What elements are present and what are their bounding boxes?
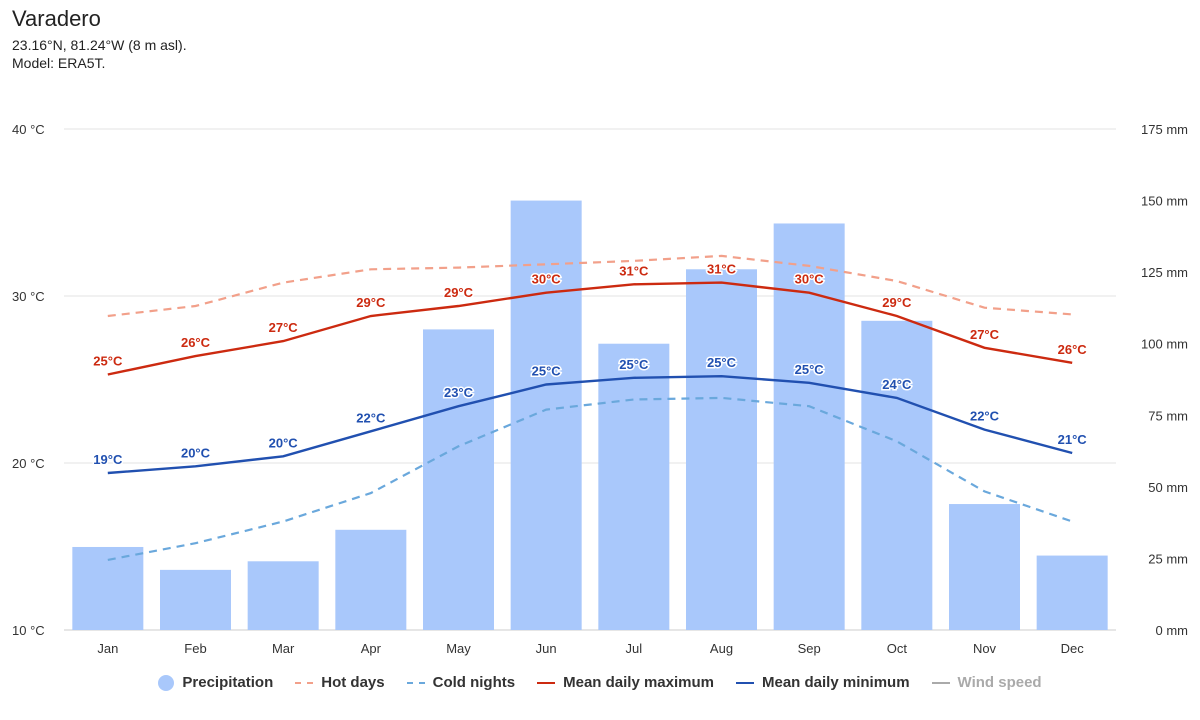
cold-nights-line	[107, 396, 1073, 561]
y-right-tick-label: 150 mm	[1141, 194, 1188, 209]
y-right-tick-label: 175 mm	[1141, 122, 1188, 137]
min-temp-label: 20°C	[269, 435, 299, 450]
min-temp-label: 20°C	[181, 445, 211, 460]
x-tick-label: Feb	[184, 641, 206, 656]
min-temp-label: 22°C	[970, 409, 1000, 424]
precipitation-bar[interactable]	[861, 320, 933, 630]
legend-item-precipitation[interactable]: Precipitation	[158, 674, 273, 691]
max-temp-label: 27°C	[970, 327, 1000, 342]
y-right-tick-label: 100 mm	[1141, 337, 1188, 352]
precipitation-bar[interactable]	[686, 269, 757, 630]
legend-item-hot-days[interactable]: Hot days	[295, 674, 385, 691]
legend-label: Mean daily minimum	[762, 674, 910, 691]
precipitation-bars[interactable]	[72, 200, 1108, 631]
x-tick-label: Apr	[361, 641, 382, 656]
max-temp-label: 30°C	[795, 272, 825, 287]
max-temp-label: 29°C	[882, 295, 912, 310]
legend-label: Mean daily maximum	[563, 674, 714, 691]
max-temp-label: 31°C	[619, 263, 649, 278]
x-tick-label: Jun	[536, 641, 557, 656]
hot-days-line	[107, 254, 1073, 318]
legend-swatch	[931, 681, 950, 684]
legend-item-mean-daily-maximum[interactable]: Mean daily maximum	[537, 674, 714, 691]
max-temp-label: 31°C	[707, 262, 737, 277]
temperature-lines	[107, 254, 1073, 561]
precipitation-bar[interactable]	[160, 569, 231, 630]
legend-item-wind-speed[interactable]: Wind speed	[931, 674, 1042, 691]
max-temp-label: 26°C	[1058, 342, 1088, 357]
max-temp-label: 27°C	[269, 320, 299, 335]
x-tick-label: Nov	[973, 641, 997, 656]
precipitation-bar[interactable]	[1036, 555, 1108, 630]
y-left-tick-label: 10 °C	[12, 623, 45, 638]
y-right-tick-label: 75 mm	[1148, 408, 1188, 423]
min-temp-label: 25°C	[707, 355, 737, 370]
y-left-tick-label: 40 °C	[12, 122, 45, 137]
precipitation-bar[interactable]	[773, 223, 845, 630]
x-tick-label: Jan	[97, 641, 118, 656]
max-temp-label: 30°C	[532, 272, 562, 287]
legend-item-mean-daily-minimum[interactable]: Mean daily minimum	[736, 674, 910, 691]
legend-swatch	[406, 681, 425, 684]
min-temp-label: 25°C	[532, 364, 562, 379]
x-tick-label: Jul	[626, 641, 643, 656]
precipitation-bar[interactable]	[598, 343, 670, 630]
y-right-tick-label: 25 mm	[1148, 551, 1188, 566]
min-temp-label: 25°C	[619, 357, 649, 372]
x-tick-label: Mar	[272, 641, 295, 656]
x-tick-label: May	[446, 641, 471, 656]
precipitation-bar[interactable]	[335, 529, 407, 630]
min-temp-label: 24°C	[882, 377, 912, 392]
legend-swatch	[537, 681, 556, 684]
mean-daily-minimum-line	[107, 374, 1073, 475]
max-temp-label: 29°C	[444, 285, 474, 300]
min-temp-label: 25°C	[795, 362, 825, 377]
precipitation-bar[interactable]	[247, 561, 319, 630]
mean-daily-maximum-line	[107, 281, 1073, 376]
chart-legend: Precipitation Hot days Cold nights Mean dai…	[0, 674, 1200, 691]
precipitation-bar[interactable]	[949, 504, 1020, 630]
legend-item-cold-nights[interactable]: Cold nights	[406, 674, 516, 691]
model-label: Model: ERA5T.	[12, 55, 106, 71]
legend-label: Precipitation	[182, 674, 274, 691]
x-tick-label: Dec	[1061, 641, 1085, 656]
legend-label: Hot days	[321, 674, 385, 691]
chart-header: Varadero 23.16°N, 81.24°W (8 m asl). Mod…	[12, 6, 187, 72]
precipitation-bar[interactable]	[423, 329, 494, 630]
x-tick-label: Aug	[710, 641, 733, 656]
min-temp-label: 23°C	[444, 385, 474, 400]
legend-swatch	[736, 681, 754, 684]
y-left-tick-label: 30 °C	[12, 289, 45, 304]
min-temp-label: 22°C	[356, 410, 386, 425]
x-tick-label: Sep	[798, 641, 821, 656]
precipitation-bar[interactable]	[72, 546, 144, 630]
legend-swatch	[295, 681, 314, 684]
min-temp-label: 21°C	[1058, 432, 1088, 447]
grid-lines	[64, 128, 1116, 631]
location-coordinates: 23.16°N, 81.24°W (8 m asl).	[12, 37, 187, 53]
legend-label: Cold nights	[432, 674, 516, 691]
data-labels: 25°C 26°C 27°C 29°C 29°C 30°C 31°C 31°C 30°C 29°C…	[92, 260, 1089, 468]
legend-swatch	[158, 674, 175, 691]
x-tick-label: Oct	[887, 641, 908, 656]
chart-title: Varadero	[12, 6, 101, 31]
max-temp-label: 29°C	[356, 295, 386, 310]
y-right-tick-label: 125 mm	[1141, 265, 1188, 280]
y-right-tick-label: 0 mm	[1156, 623, 1189, 638]
y-right-tick-label: 50 mm	[1148, 480, 1188, 495]
min-temp-label: 19°C	[93, 452, 123, 467]
max-temp-label: 25°C	[93, 353, 123, 368]
precipitation-bar[interactable]	[510, 200, 582, 631]
axis-labels: 10 °C 20 °C 30 °C 40 °C 0 mm 25 mm 50 mm 75 mm 1…	[12, 122, 1188, 656]
max-temp-label: 26°C	[181, 335, 211, 350]
legend-label: Wind speed	[957, 674, 1042, 691]
y-left-tick-label: 20 °C	[12, 456, 45, 471]
